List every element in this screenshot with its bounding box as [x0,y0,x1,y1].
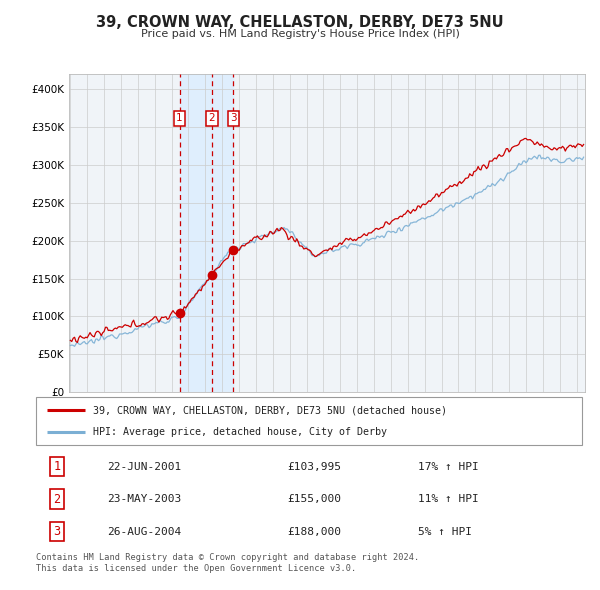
Text: Contains HM Land Registry data © Crown copyright and database right 2024.
This d: Contains HM Land Registry data © Crown c… [36,553,419,573]
Text: 1: 1 [53,460,61,473]
Text: Price paid vs. HM Land Registry's House Price Index (HPI): Price paid vs. HM Land Registry's House … [140,29,460,39]
Text: 26-AUG-2004: 26-AUG-2004 [107,527,181,537]
Text: 3: 3 [230,113,236,123]
Text: 39, CROWN WAY, CHELLASTON, DERBY, DE73 5NU: 39, CROWN WAY, CHELLASTON, DERBY, DE73 5… [96,15,504,30]
Text: 2: 2 [209,113,215,123]
Text: 11% ↑ HPI: 11% ↑ HPI [418,494,479,504]
Text: 23-MAY-2003: 23-MAY-2003 [107,494,181,504]
Text: 39, CROWN WAY, CHELLASTON, DERBY, DE73 5NU (detached house): 39, CROWN WAY, CHELLASTON, DERBY, DE73 5… [94,405,448,415]
Text: 22-JUN-2001: 22-JUN-2001 [107,461,181,471]
Text: 1: 1 [176,113,183,123]
Text: 3: 3 [53,525,61,538]
FancyBboxPatch shape [36,397,582,445]
Text: £103,995: £103,995 [287,461,341,471]
Text: 5% ↑ HPI: 5% ↑ HPI [418,527,472,537]
Text: £188,000: £188,000 [287,527,341,537]
Text: 17% ↑ HPI: 17% ↑ HPI [418,461,479,471]
Text: £155,000: £155,000 [287,494,341,504]
Text: HPI: Average price, detached house, City of Derby: HPI: Average price, detached house, City… [94,427,388,437]
Text: 2: 2 [53,493,61,506]
Bar [179,74,233,392]
